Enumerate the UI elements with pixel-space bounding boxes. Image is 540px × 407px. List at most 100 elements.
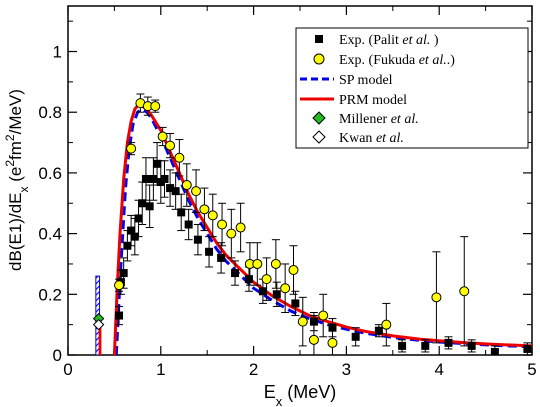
fukuda-point bbox=[126, 143, 137, 154]
x-tick-label: 1 bbox=[156, 360, 165, 379]
legend-label-palit-1: Exp. (Palit bbox=[339, 33, 402, 48]
y-tick-label: 0.8 bbox=[38, 103, 62, 122]
palit-point bbox=[160, 174, 169, 183]
palit-point bbox=[184, 220, 193, 229]
fukuda-point bbox=[181, 180, 192, 191]
legend-label-sp-model: SP model bbox=[339, 73, 393, 88]
y-axis-label-c: fm bbox=[6, 141, 25, 160]
palit-point bbox=[153, 159, 162, 168]
palit-point bbox=[205, 247, 214, 256]
fukuda-point bbox=[217, 219, 228, 230]
legend-symbol-millener bbox=[312, 111, 326, 125]
legend-label-kwan: Kwan et al. bbox=[339, 131, 404, 146]
fukuda-point bbox=[165, 140, 176, 151]
axis-ticks: 0 1 2 3 4 5 0 0.2 0.4 0.6 0.8 1 bbox=[38, 6, 537, 379]
palit-point bbox=[231, 269, 240, 278]
fukuda-point bbox=[114, 280, 125, 291]
palit-point bbox=[145, 202, 154, 211]
palit-point bbox=[523, 344, 532, 353]
y-tick-label: 0.2 bbox=[38, 285, 62, 304]
y-axis-label-c-sup: 2 bbox=[3, 134, 17, 141]
fukuda-point bbox=[252, 258, 263, 269]
sp-model-curve bbox=[114, 107, 532, 355]
red-spike bbox=[98, 324, 102, 355]
x-tick-label: 2 bbox=[249, 360, 258, 379]
fukuda-point bbox=[157, 131, 168, 142]
fukuda-point bbox=[459, 286, 470, 297]
y-axis-label-d: /MeV) bbox=[6, 89, 25, 134]
legend-label-millener-2: et al. bbox=[391, 112, 419, 127]
legend-symbol-fukuda bbox=[313, 53, 325, 65]
y-axis-label-a-sub: x bbox=[17, 187, 31, 193]
palit-point bbox=[166, 184, 175, 193]
legend-label-palit-2: et al. bbox=[402, 33, 430, 48]
palit-point bbox=[149, 174, 158, 183]
fukuda-point bbox=[226, 228, 237, 239]
fukuda-point bbox=[327, 337, 338, 348]
palit-point bbox=[272, 290, 281, 299]
fukuda-point bbox=[191, 186, 202, 197]
palit-point bbox=[421, 341, 430, 350]
legend-label-palit: Exp. (Palit et al. ) bbox=[339, 33, 439, 48]
y-axis-label-b: (e bbox=[6, 167, 25, 187]
palit-point bbox=[467, 341, 476, 350]
y-tick-label: 0.6 bbox=[38, 164, 62, 183]
legend-symbol-palit bbox=[315, 35, 323, 43]
x-axis-label-main: E bbox=[264, 382, 276, 402]
fukuda-point bbox=[297, 316, 308, 327]
kwan-point bbox=[92, 318, 105, 331]
fukuda-point bbox=[207, 210, 218, 221]
y-tick-label: 0 bbox=[53, 346, 62, 365]
palit-point bbox=[171, 187, 180, 196]
legend-label-millener-1: Millener bbox=[339, 112, 391, 127]
legend-label-fukuda: Exp. (Fukuda et al..) bbox=[339, 53, 455, 68]
fukuda-point bbox=[150, 101, 161, 112]
palit-point bbox=[193, 235, 202, 244]
palit-point bbox=[291, 299, 300, 308]
x-axis-label-sub: x bbox=[276, 394, 283, 407]
fukuda-point bbox=[199, 204, 210, 215]
x-tick-label: 0 bbox=[63, 360, 72, 379]
palit-point bbox=[134, 214, 143, 223]
fukuda-point bbox=[174, 152, 185, 163]
x-tick-label: 4 bbox=[434, 360, 443, 379]
palit-point bbox=[351, 332, 360, 341]
palit-point bbox=[127, 226, 136, 235]
x-axis-label-unit: (MeV) bbox=[282, 382, 336, 402]
legend-label-fukuda-3: .) bbox=[447, 53, 456, 68]
palit-point bbox=[217, 253, 226, 262]
palit-point bbox=[444, 338, 453, 347]
legend-label-millener: Millener et al. bbox=[339, 112, 419, 127]
palit-point bbox=[244, 275, 253, 284]
y-tick-label: 1 bbox=[53, 43, 62, 62]
y-axis-label-b-sup: 2 bbox=[3, 160, 17, 167]
x-axis-label: Ex (MeV) bbox=[264, 382, 337, 407]
legend-label-kwan-1: Kwan bbox=[339, 131, 376, 146]
fukuda-point bbox=[270, 258, 281, 269]
plot-area bbox=[92, 93, 532, 355]
fukuda-point bbox=[381, 319, 392, 330]
palit-point bbox=[398, 341, 407, 350]
palit-point bbox=[374, 326, 383, 335]
fukuda-point bbox=[308, 334, 319, 345]
palit-point bbox=[115, 311, 124, 320]
fukuda-point bbox=[318, 310, 329, 321]
palit-point bbox=[177, 208, 186, 217]
y-tick-label: 0.4 bbox=[38, 225, 62, 244]
y-axis-label: dB(E1)/dEx (e2fm2/MeV) bbox=[3, 89, 31, 271]
y-axis-label-a: dB(E1)/dE bbox=[6, 193, 25, 271]
palit-point bbox=[119, 269, 128, 278]
fukuda-point bbox=[235, 222, 246, 233]
legend: Exp. (Palit et al. ) Exp. (Fukuda et al.… bbox=[295, 27, 529, 149]
legend-label-prm-model: PRM model bbox=[339, 93, 407, 108]
fukuda-point bbox=[431, 292, 442, 303]
palit-point bbox=[258, 287, 267, 296]
legend-label-palit-3: ) bbox=[430, 33, 439, 48]
legend-label-kwan-2: et al. bbox=[376, 131, 404, 146]
legend-label-fukuda-1: Exp. (Fukuda bbox=[339, 53, 419, 68]
legend-symbol-kwan bbox=[312, 130, 326, 144]
x-tick-label: 5 bbox=[527, 360, 536, 379]
legend-box bbox=[295, 27, 529, 149]
palit-point bbox=[141, 174, 150, 183]
